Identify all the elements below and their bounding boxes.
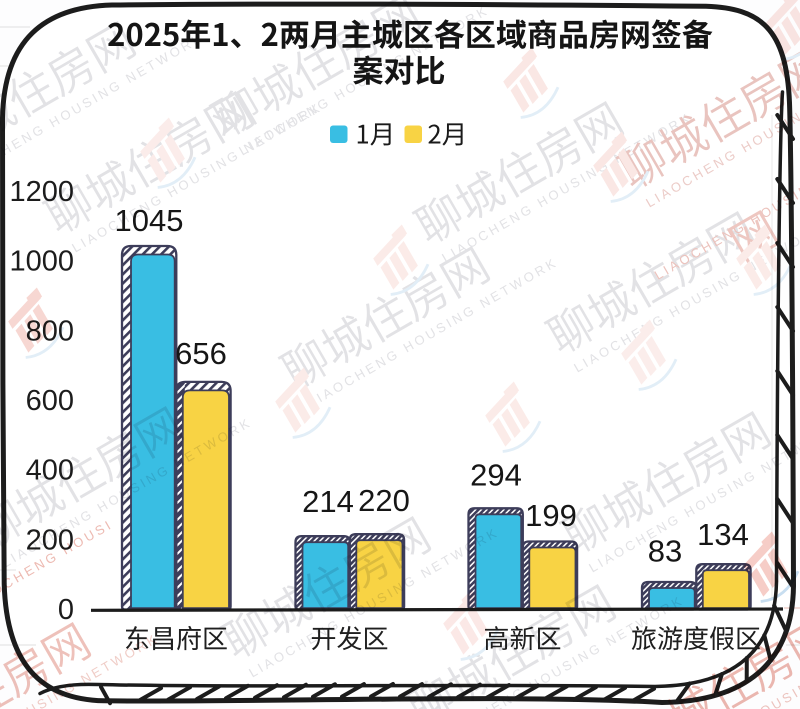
svg-text:1045: 1045	[115, 203, 184, 238]
svg-text:600: 600	[26, 385, 74, 417]
svg-text:1000: 1000	[9, 246, 74, 278]
svg-text:83: 83	[648, 534, 682, 569]
svg-text:199: 199	[525, 498, 577, 533]
svg-text:656: 656	[175, 336, 227, 371]
svg-text:0: 0	[58, 594, 74, 626]
svg-text:220: 220	[358, 483, 410, 518]
svg-text:134: 134	[697, 517, 749, 552]
svg-text:200: 200	[26, 524, 74, 556]
svg-text:214: 214	[302, 484, 354, 519]
svg-text:294: 294	[470, 458, 522, 493]
